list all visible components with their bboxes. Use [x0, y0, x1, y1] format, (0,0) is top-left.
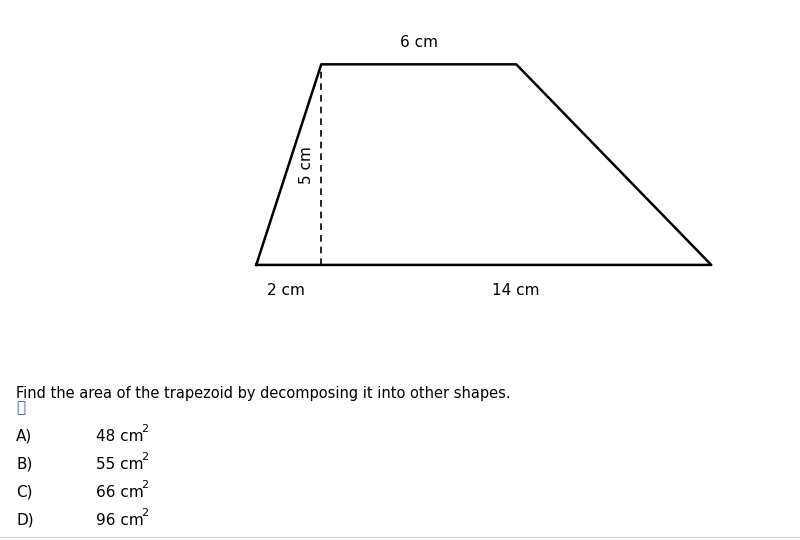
Text: 96 cm: 96 cm: [96, 513, 144, 528]
Text: A): A): [16, 429, 32, 443]
Text: 2: 2: [142, 508, 149, 518]
Text: D): D): [16, 513, 34, 528]
Text: 48 cm: 48 cm: [96, 429, 143, 443]
Text: 🔊: 🔊: [16, 401, 25, 415]
Text: B): B): [16, 457, 32, 471]
Text: 2 cm: 2 cm: [266, 283, 305, 298]
Text: 2: 2: [142, 480, 149, 490]
Text: 6 cm: 6 cm: [400, 35, 438, 50]
Text: 66 cm: 66 cm: [96, 485, 144, 500]
Text: 2: 2: [142, 424, 149, 434]
Text: 55 cm: 55 cm: [96, 457, 143, 471]
Text: 2: 2: [142, 452, 149, 462]
Text: C): C): [16, 485, 33, 500]
Text: 14 cm: 14 cm: [493, 283, 540, 298]
Text: Find the area of the trapezoid by decomposing it into other shapes.: Find the area of the trapezoid by decomp…: [16, 387, 510, 401]
Text: 5 cm: 5 cm: [299, 146, 314, 184]
